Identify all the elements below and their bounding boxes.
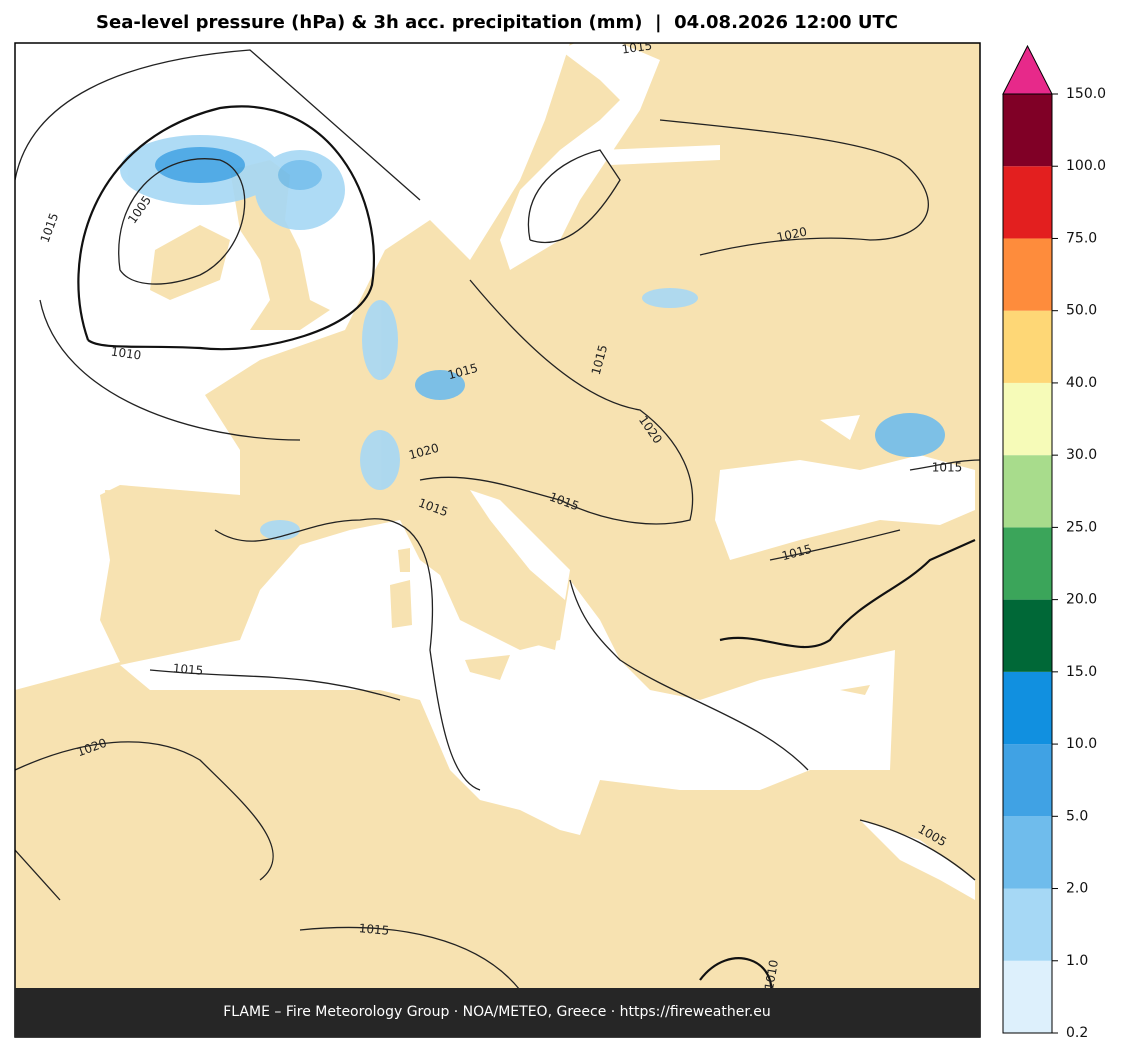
colorbar-bin: [1003, 744, 1052, 817]
precip-area: [155, 147, 245, 183]
isobar: [769, 459, 980, 561]
colorbar-bin: [1003, 888, 1052, 961]
title: Sea-level pressure (hPa) & 3h acc. preci…: [96, 12, 898, 33]
footer: FLAME – Fire Meteorology Group · NOA/MET…: [223, 1004, 771, 1020]
colorbar-bin: [1003, 455, 1052, 528]
map: 1015101510051010102010151015102010201015…: [15, 38, 980, 1037]
baltic: [500, 43, 720, 270]
colorbar: 0.2 1.0 2.0 5.0 10.0 15.0 20.0 25.0 30.0 40.0 50.0…: [1002, 44, 1106, 1041]
precip-area: [415, 370, 465, 400]
colorbar-bin: [1003, 960, 1052, 1033]
iberia: [105, 490, 300, 660]
black-sea: [715, 415, 975, 560]
colorbar-tick-label: 40.0: [1066, 375, 1097, 391]
isobar: [659, 119, 929, 256]
isobar: [569, 579, 809, 771]
adriatic: [470, 490, 570, 600]
footer-band: [15, 988, 980, 1037]
ireland: [150, 225, 230, 300]
isobar: [77, 105, 375, 351]
colorbar-tick-label: 0.2: [1066, 1025, 1088, 1041]
colorbar-tick-label: 150.0: [1066, 86, 1106, 102]
colorbar-bin: [1003, 310, 1052, 383]
precip-area: [278, 160, 322, 190]
colorbar-tick-label: 20.0: [1066, 592, 1097, 608]
atlantic: [15, 43, 570, 690]
colorbar-bin: [1003, 238, 1052, 311]
precip-area: [642, 288, 698, 308]
isobar: [699, 538, 976, 1001]
colorbar-bin: [1003, 166, 1052, 239]
colorbar-tick-label: 100.0: [1066, 158, 1106, 174]
colorbar-tick-label: 25.0: [1066, 519, 1097, 535]
colorbar-bin: [1003, 671, 1052, 745]
colorbar-tick-label: 30.0: [1066, 447, 1097, 463]
contour-label: 1015: [358, 921, 390, 938]
mediterranean: [120, 520, 895, 835]
precip-area: [360, 430, 400, 490]
colorbar-tick-label: 50.0: [1066, 303, 1097, 319]
red-sea: [860, 820, 975, 900]
colorbar-tick-label: 5.0: [1066, 808, 1088, 824]
colorbar-bin: [1003, 527, 1052, 600]
great-britain: [230, 160, 330, 330]
contour-label: 1010: [110, 344, 142, 362]
isobar: [214, 518, 481, 791]
isobar: [419, 279, 694, 525]
colorbar-tick-label: 1.0: [1066, 953, 1088, 969]
precip-area: [875, 413, 945, 457]
colorbar-bin: [1003, 94, 1052, 167]
contour-label: 1015: [621, 38, 653, 56]
isobars: [15, 49, 980, 1001]
italy: [420, 520, 560, 650]
isobar: [15, 49, 421, 441]
colorbar-tick-label: 15.0: [1066, 664, 1097, 680]
colorbar-bin: [1003, 382, 1052, 456]
colorbar-tick-label: 2.0: [1066, 881, 1088, 897]
isobar: [15, 819, 976, 991]
contour-label: 1020: [776, 224, 809, 244]
precipitation: [120, 135, 945, 540]
colorbar-frame: [1002, 93, 1053, 1034]
colorbar-bin: [1003, 816, 1052, 889]
isobar: [15, 669, 401, 881]
contour-label: 1010: [762, 959, 781, 992]
colorbar-extend: [1002, 44, 1053, 95]
colorbar-tick-label: 10.0: [1066, 736, 1097, 752]
contour-label: 1015: [932, 461, 963, 475]
colorbar-bin: [1003, 599, 1052, 672]
isobar: [118, 158, 246, 285]
precip-area: [260, 520, 300, 540]
colorbar-tick-label: 75.0: [1066, 230, 1097, 246]
precip-area: [362, 300, 398, 380]
isobar: [527, 149, 621, 244]
contour-label: 1015: [172, 661, 204, 678]
